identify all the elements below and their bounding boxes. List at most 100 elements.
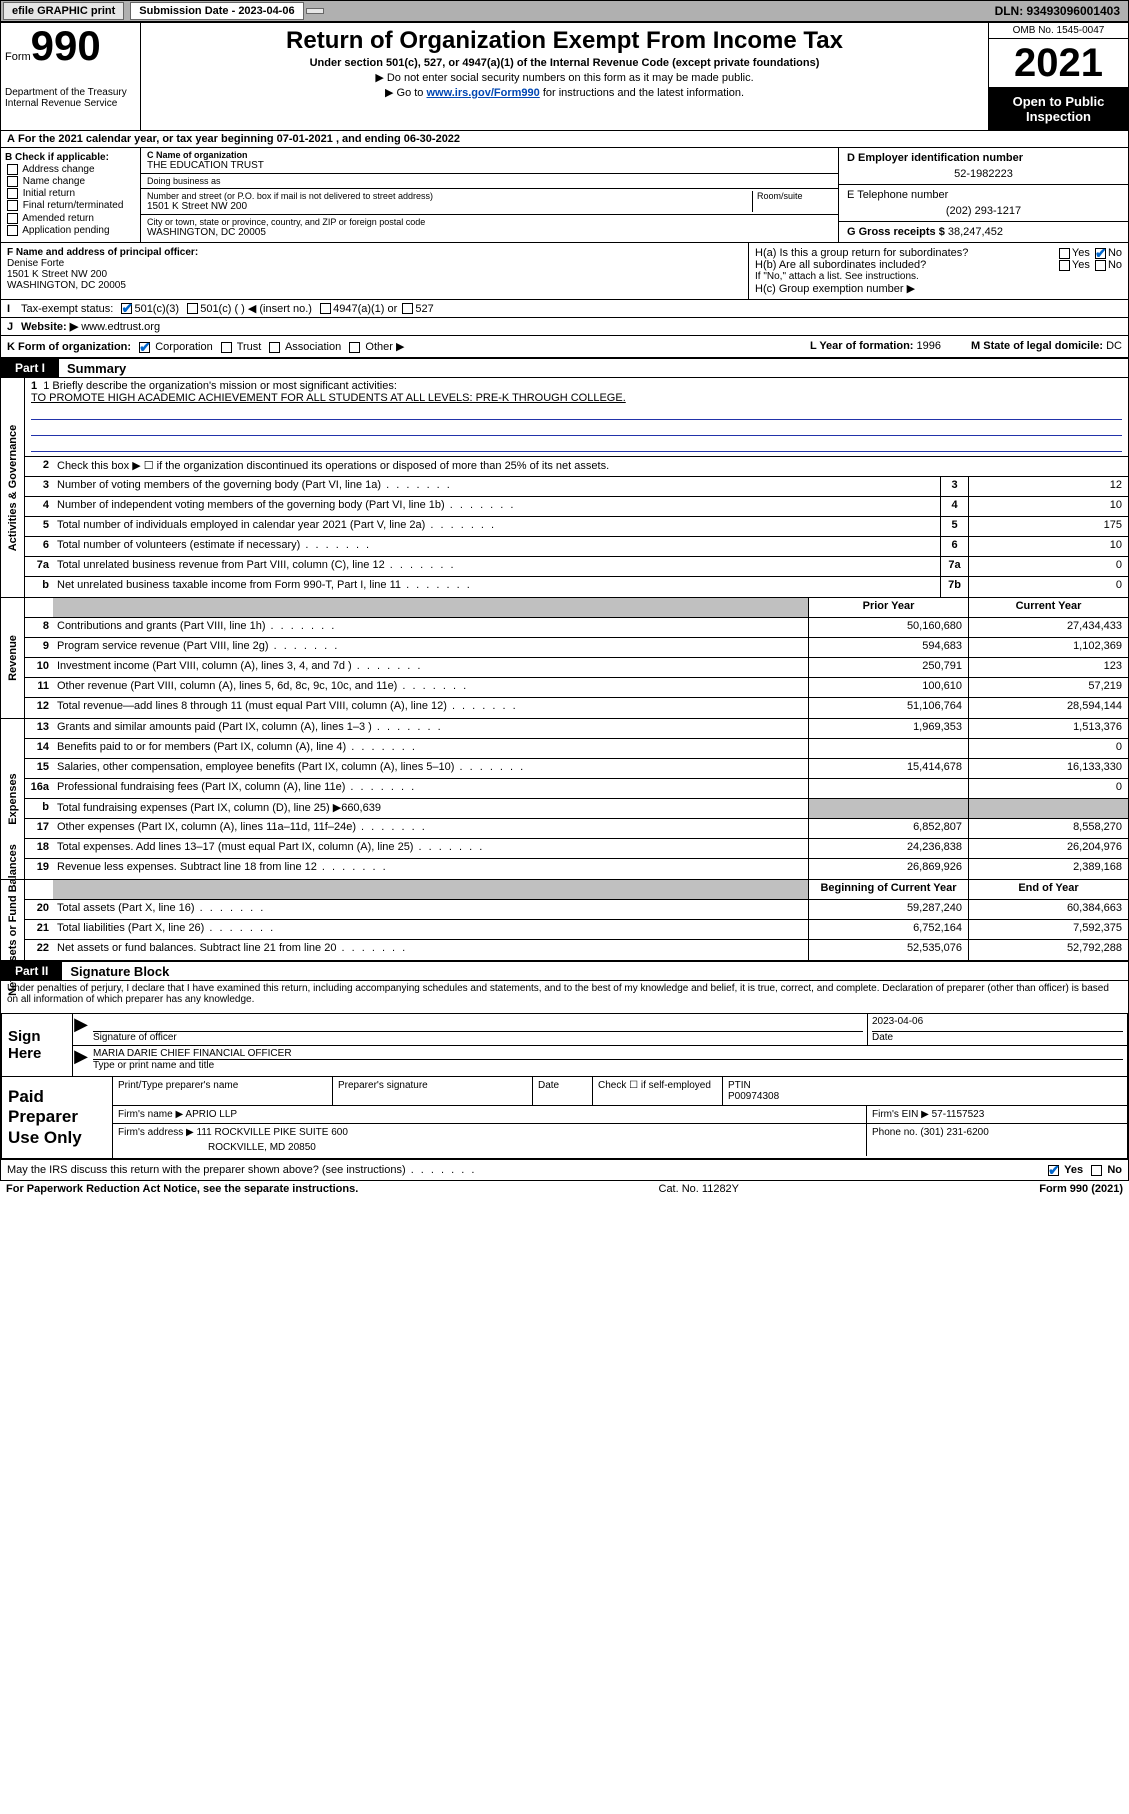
officer-name-title: MARIA DARIE CHIEF FINANCIAL OFFICER [93,1048,1123,1060]
irs-link[interactable]: www.irs.gov/Form990 [426,87,539,99]
line-2: 2Check this box ▶ ☐ if the organization … [25,457,1128,477]
header-right: OMB No. 1545-0047 2021 Open to Public In… [988,23,1128,130]
chk-address-change[interactable]: Address change [5,164,136,175]
open-inspection: Open to Public Inspection [989,88,1128,130]
gov-row: 7aTotal unrelated business revenue from … [25,557,1128,577]
org-name-label: C Name of organization [147,150,832,160]
penalties-text: Under penalties of perjury, I declare th… [1,980,1128,1007]
ein-cell: D Employer identification number 52-1982… [839,148,1128,185]
city-value: WASHINGTON, DC 20005 [147,227,832,238]
date-label: Date [872,1032,1123,1043]
website-value: www.edtrust.org [81,321,160,333]
form-number: 990 [31,22,101,69]
omb-number: OMB No. 1545-0047 [989,23,1128,39]
part-i-tag: Part I [1,359,59,377]
sig-label: Signature of officer [93,1032,863,1043]
phone-value: (202) 293-1217 [847,205,1120,217]
data-row: 13Grants and similar amounts paid (Part … [25,719,1128,739]
chk-4947[interactable] [320,303,331,314]
mission-line [31,422,1122,436]
firm-name: APRIO LLP [185,1109,237,1120]
chk-discuss-yes[interactable] [1048,1165,1059,1176]
mission-q: 1 1 Briefly describe the organization's … [31,380,1122,392]
chk-other[interactable] [349,342,360,353]
box-deg: D Employer identification number 52-1982… [838,148,1128,242]
chk-application-pending[interactable]: Application pending [5,225,136,236]
dba-cell: Doing business as [141,174,838,189]
phone-label: E Telephone number [847,189,1120,201]
chk-initial-return[interactable]: Initial return [5,188,136,199]
dba-label: Doing business as [147,176,832,186]
period-row: A For the 2021 calendar year, or tax yea… [1,131,1128,148]
data-row: 18Total expenses. Add lines 13–17 (must … [25,839,1128,859]
preparer-label: Paid Preparer Use Only [2,1077,112,1158]
sign-here-label: Sign Here [2,1014,72,1076]
box-b-label: B Check if applicable: [5,152,136,163]
prep-date-label: Date [533,1077,593,1105]
chk-name-change[interactable]: Name change [5,176,136,187]
city-cell: City or town, state or province, country… [141,215,838,240]
street-cell: Number and street (or P.O. box if mail i… [141,189,838,215]
fgh-block: F Name and address of principal officer:… [1,243,1128,300]
officer-label: F Name and address of principal officer: [7,247,742,258]
summary-body: Activities & Governance 1 1 Briefly desc… [1,377,1128,962]
line-k: K Form of organization: Corporation Trus… [7,340,404,353]
org-name-cell: C Name of organization THE EDUCATION TRU… [141,148,838,174]
mission-line [31,406,1122,420]
header-center: Return of Organization Exempt From Incom… [141,23,988,130]
prep-self-employed: Check ☐ if self-employed [593,1077,723,1105]
signature-line: ▶ Signature of officer 2023-04-06 Date [73,1014,1127,1046]
chk-corporation[interactable] [139,342,150,353]
prep-row-2: Firm's name ▶ APRIO LLP Firm's EIN ▶ 57-… [113,1106,1127,1124]
data-row: 19Revenue less expenses. Subtract line 1… [25,859,1128,879]
discuss-q: May the IRS discuss this return with the… [7,1164,476,1176]
hc-row: H(c) Group exemption number ▶ [755,282,1122,295]
period-text: A For the 2021 calendar year, or tax yea… [7,133,460,145]
org-name: THE EDUCATION TRUST [147,160,832,171]
box-h: H(a) Is this a group return for subordin… [748,243,1128,299]
gross-label: G Gross receipts $ [847,226,945,238]
data-row: 17Other expenses (Part IX, column (A), l… [25,819,1128,839]
chk-amended-return[interactable]: Amended return [5,213,136,224]
arrow-icon: ▶ [73,1014,89,1045]
data-row: 22Net assets or fund balances. Subtract … [25,940,1128,960]
line-klm: K Form of organization: Corporation Trus… [1,336,1128,359]
sign-date: 2023-04-06 [872,1016,1123,1032]
firm-addr: 111 ROCKVILLE PIKE SUITE 600 [197,1127,348,1138]
name-label: Type or print name and title [93,1060,1123,1071]
gov-row: 4Number of independent voting members of… [25,497,1128,517]
arrow-icon: ▶ [73,1046,89,1073]
chk-trust[interactable] [221,342,232,353]
part-ii-title: Signature Block [62,964,169,979]
form-header: Form990 Department of the Treasury Inter… [1,23,1128,131]
data-row: 21Total liabilities (Part X, line 26)6,7… [25,920,1128,940]
ein-label: D Employer identification number [847,152,1120,164]
chk-association[interactable] [269,342,280,353]
subtitle-2: ▶ Do not enter social security numbers o… [149,71,980,84]
part-ii-header: Part II Signature Block [1,962,1128,980]
form-ref: Form 990 (2021) [1039,1183,1123,1195]
blank-button[interactable] [306,8,324,14]
prep-sig-label: Preparer's signature [333,1077,533,1105]
vlabel-revenue: Revenue [1,598,25,718]
chk-final-return[interactable]: Final return/terminated [5,200,136,211]
firm-phone: (301) 231-6200 [920,1127,988,1138]
chk-501c[interactable] [187,303,198,314]
gross-cell: G Gross receipts $ 38,247,452 [839,222,1128,242]
mission-line [31,438,1122,452]
chk-501c3[interactable] [121,303,132,314]
data-row: 15Salaries, other compensation, employee… [25,759,1128,779]
exempt-label: Tax-exempt status: [21,303,113,315]
data-row: bTotal fundraising expenses (Part IX, co… [25,799,1128,819]
chk-527[interactable] [402,303,413,314]
line-m: M State of legal domicile: DC [971,340,1122,353]
efile-button[interactable]: efile GRAPHIC print [3,2,124,20]
data-row: 16aProfessional fundraising fees (Part I… [25,779,1128,799]
name-line: ▶ MARIA DARIE CHIEF FINANCIAL OFFICER Ty… [73,1046,1127,1073]
hb-note: If "No," attach a list. See instructions… [755,271,1122,282]
prep-row-1: Print/Type preparer's name Preparer's si… [113,1077,1127,1106]
room-label: Room/suite [752,191,832,212]
chk-discuss-no[interactable] [1091,1165,1102,1176]
part-i-title: Summary [59,361,126,376]
footer: For Paperwork Reduction Act Notice, see … [0,1181,1129,1197]
